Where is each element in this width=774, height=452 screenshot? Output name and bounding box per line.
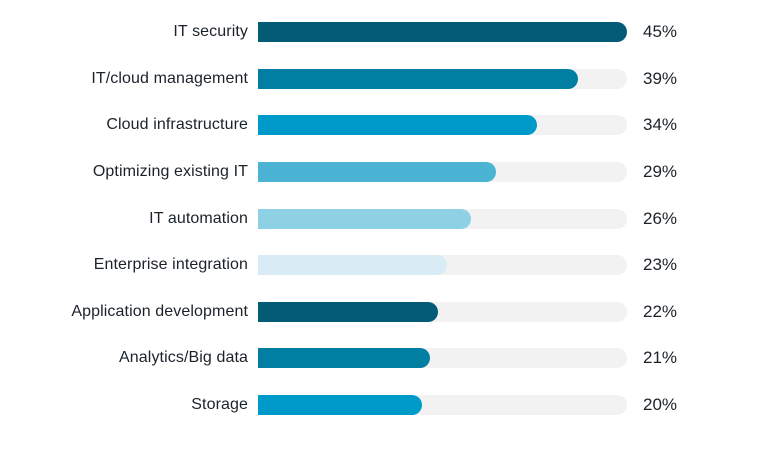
bar-fill <box>258 22 627 43</box>
bar-track <box>258 348 627 369</box>
bar-label: Storage <box>191 396 248 414</box>
bar-track <box>258 68 627 89</box>
bar-row: Optimizing existing IT 29% <box>0 149 774 196</box>
bar-value: 21% <box>643 348 678 368</box>
bar-track <box>258 22 627 43</box>
bar-row: Application development 22% <box>0 289 774 336</box>
bar-track <box>258 115 627 136</box>
bar-value: 29% <box>643 162 678 182</box>
bar-track <box>258 255 627 276</box>
bar-label: IT security <box>173 23 248 41</box>
bar-fill <box>258 68 578 89</box>
bar-label: Enterprise integration <box>93 256 248 274</box>
bar-label: Optimizing existing IT <box>92 163 248 181</box>
bar-fill <box>258 348 431 369</box>
bar-fill <box>258 395 422 416</box>
bar-fill <box>258 208 472 229</box>
bar-label: Application development <box>71 302 248 320</box>
bar-value: 23% <box>643 255 678 275</box>
bar-value: 45% <box>643 22 678 42</box>
bar-value: 34% <box>643 115 678 135</box>
bar-row: IT/cloud management 39% <box>0 56 774 103</box>
bar-label: IT automation <box>149 209 248 227</box>
bar-fill <box>258 255 447 276</box>
bar-fill <box>258 301 439 322</box>
bar-row: Cloud infrastructure 34% <box>0 102 774 149</box>
bar-track <box>258 208 627 229</box>
bar-value: 26% <box>643 208 678 228</box>
bar-label: Cloud infrastructure <box>106 116 248 134</box>
bar-value: 22% <box>643 301 678 321</box>
bar-row: Storage 20% <box>0 382 774 429</box>
bar-row: Enterprise integration 23% <box>0 242 774 289</box>
bar-label: Analytics/Big data <box>119 349 248 367</box>
bar-fill <box>258 162 496 183</box>
bar-row: Analytics/Big data 21% <box>0 335 774 382</box>
bar-row: IT security 45% <box>0 9 774 56</box>
bar-value: 20% <box>643 395 678 415</box>
bar-track <box>258 301 627 322</box>
bar-track <box>258 395 627 416</box>
bar-track <box>258 162 627 183</box>
bar-row: IT automation 26% <box>0 195 774 242</box>
bar-fill <box>258 115 537 136</box>
bar-value: 39% <box>643 68 678 88</box>
bar-label: IT/cloud management <box>91 69 248 87</box>
